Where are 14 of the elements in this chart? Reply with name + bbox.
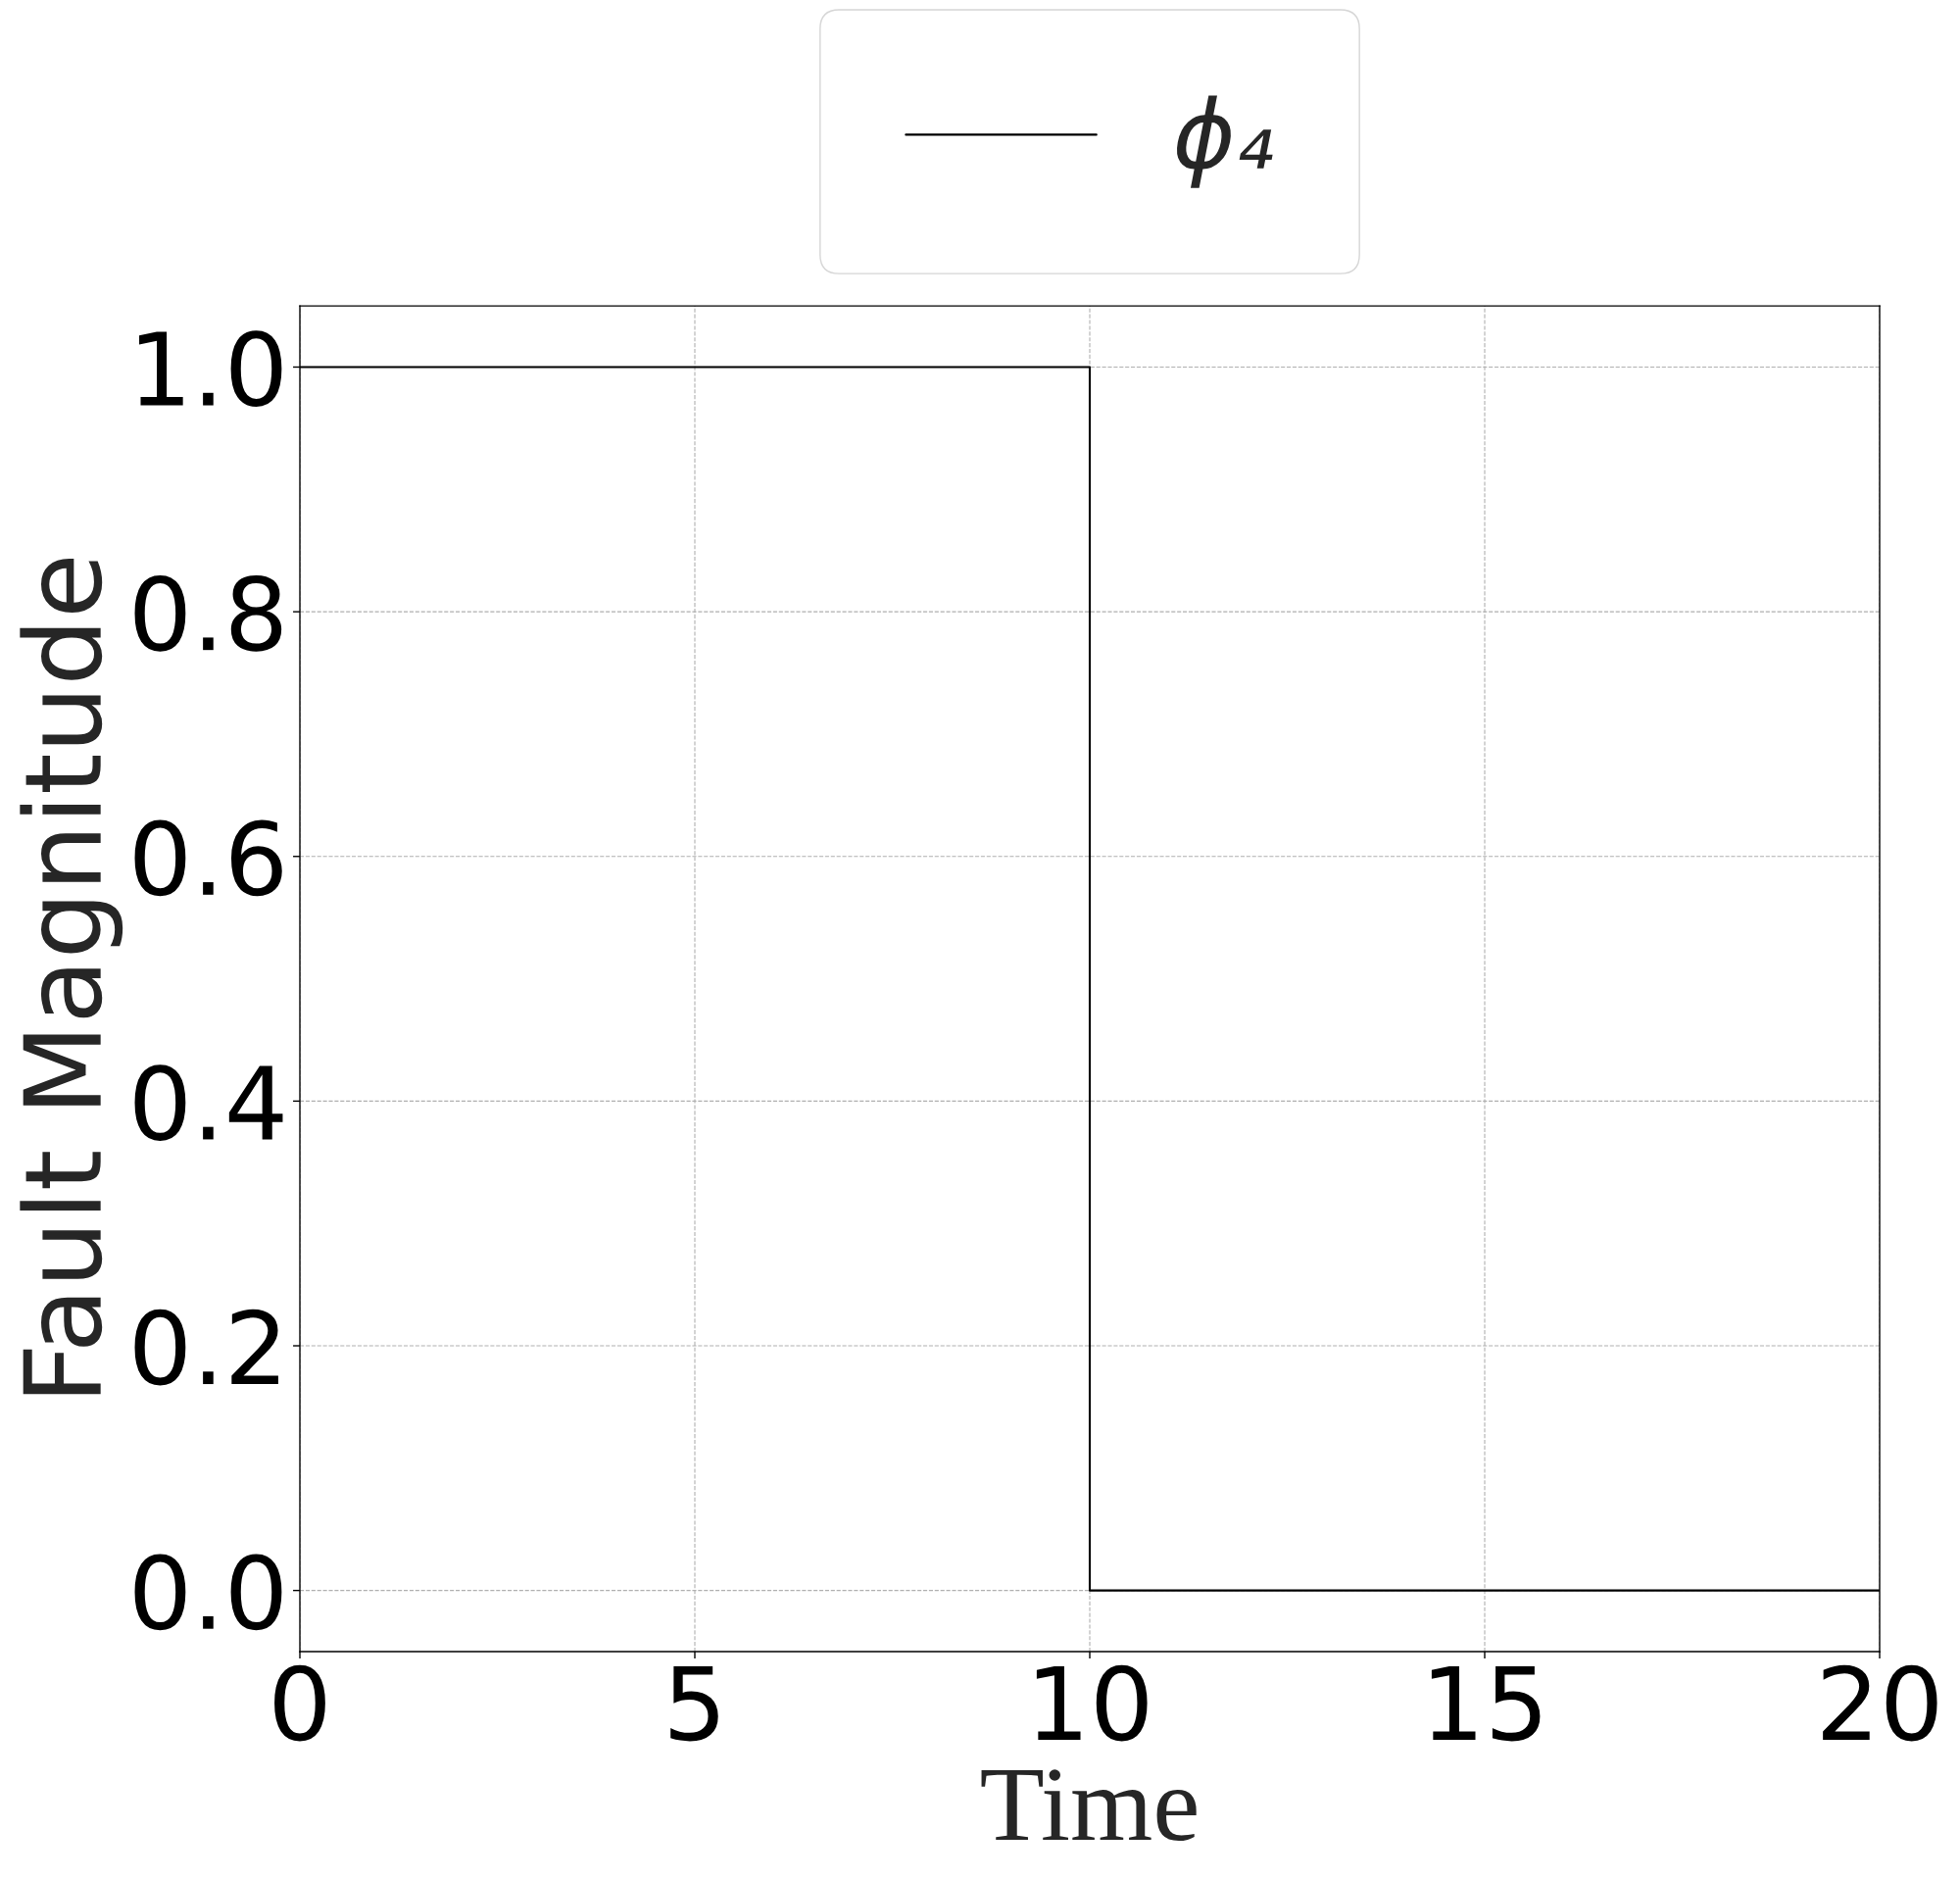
y-axis-title: Fault Magnitude <box>20 559 123 1395</box>
x-tick-label: 5 <box>670 1666 718 1742</box>
y-tick-label: 0.2 <box>134 1309 278 1386</box>
y-tick-label: 0.8 <box>134 574 282 652</box>
x-tick-label: 20 <box>1823 1664 1937 1742</box>
x-tick-label: 15 <box>1431 1666 1541 1742</box>
x-tick-label: 10 <box>1036 1664 1148 1742</box>
x-tick-label: 0 <box>274 1664 325 1742</box>
legend-label: ϕ₄ <box>1176 95 1273 188</box>
y-tick-label: 1.0 <box>139 330 282 407</box>
x-axis-title: Time <box>981 1769 1197 1842</box>
y-tick-label: 0.0 <box>134 1554 282 1631</box>
y-tick-label: 0.4 <box>134 1064 283 1141</box>
y-tick-label: 0.6 <box>134 819 282 897</box>
